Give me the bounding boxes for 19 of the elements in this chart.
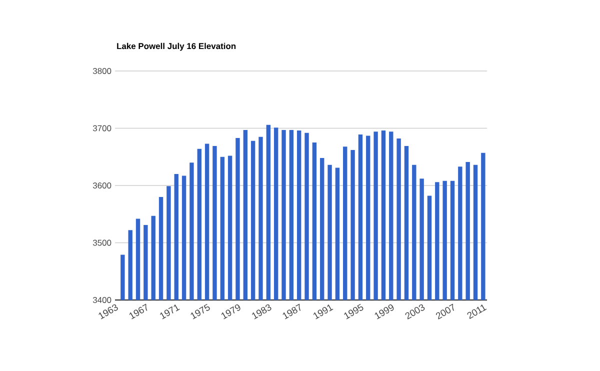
x-tick-label: 1967 xyxy=(129,304,148,320)
x-tick-label: 1963 xyxy=(98,304,118,320)
x-tick-label: 1999 xyxy=(374,304,394,320)
x-tick-label: 1979 xyxy=(221,304,240,320)
x-tick-label: 1983 xyxy=(252,304,272,320)
x-tick-label: 2003 xyxy=(405,304,425,320)
x-tick-label: 2011 xyxy=(467,304,487,320)
x-tick-label: 1971 xyxy=(160,304,180,320)
y-tick-label: 3700 xyxy=(92,125,112,132)
y-tick-label: 3500 xyxy=(92,240,112,246)
x-tick-label: 1991 xyxy=(313,304,334,320)
x-tick-label: 1995 xyxy=(344,304,364,320)
x-tick-label: 1975 xyxy=(190,304,210,320)
y-tick-label: 3600 xyxy=(92,182,112,188)
y-tick-label: 3400 xyxy=(92,297,112,303)
y-tick-label: 3800 xyxy=(92,68,112,74)
x-tick-label: 2007 xyxy=(436,304,454,320)
chart-title: Lake Powell July 16 Elevation xyxy=(117,42,236,51)
x-tick-label: 1987 xyxy=(282,304,301,320)
